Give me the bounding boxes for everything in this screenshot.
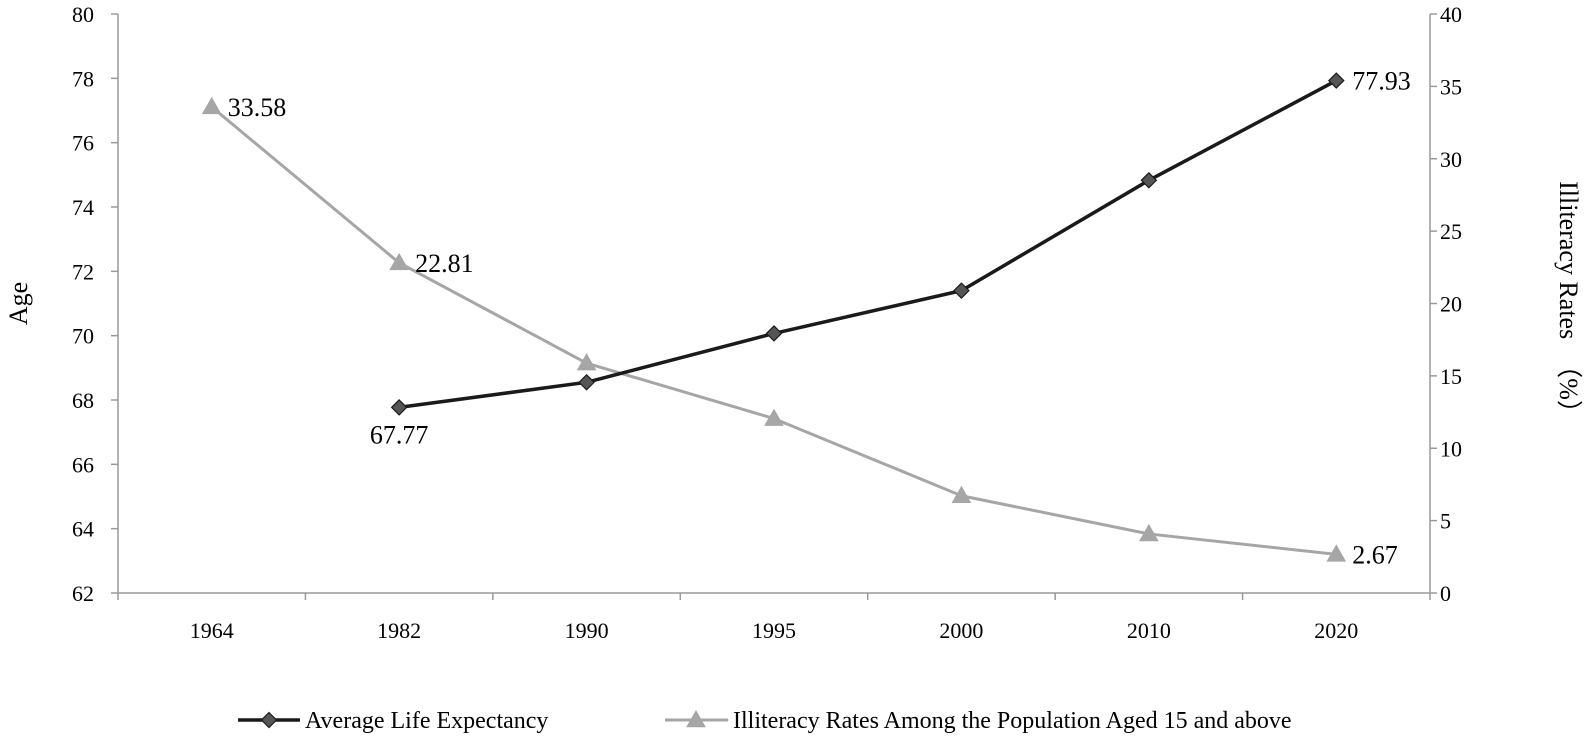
illiteracy-data-label: 22.81 [415, 249, 474, 278]
right-tick-label: 10 [1440, 436, 1462, 461]
left-tick-label: 62 [72, 581, 94, 606]
data-labels: 33.58 22.81 2.67 67.77 77.93 [228, 67, 1411, 570]
right-tick-label: 20 [1440, 292, 1462, 317]
x-tick-label: 1995 [752, 618, 796, 643]
life-expectancy-point [953, 282, 970, 299]
life-expectancy-point [578, 373, 595, 391]
x-tick-label: 1990 [565, 618, 609, 643]
left-tick-label: 78 [72, 66, 94, 91]
x-tick-label: 1982 [377, 618, 421, 643]
x-tick-label: 2000 [939, 618, 983, 643]
x-tick-label: 1964 [190, 618, 234, 643]
left-tick-label: 80 [72, 2, 94, 27]
axes: 62 64 66 68 70 72 74 76 78 80 0 5 10 15 20 25 30 35 40 1964… [4, 2, 1583, 643]
right-tick-label: 0 [1440, 581, 1451, 606]
left-tick-label: 74 [72, 195, 94, 220]
illiteracy-point [1326, 544, 1347, 562]
illiteracy-point [951, 485, 972, 503]
legend-illiteracy-marker [686, 709, 706, 728]
legend-illiteracy-label: Illiteracy Rates Among the Population Ag… [733, 708, 1292, 734]
illiteracy-point [389, 252, 410, 271]
series-group [201, 72, 1347, 562]
life-expectancy-point [1327, 72, 1345, 89]
illiteracy-point [576, 353, 597, 371]
life-expectancy-line [398, 79, 1338, 410]
left-tick-label: 66 [72, 452, 94, 477]
left-axis-title: Age [4, 282, 33, 325]
right-tick-label: 40 [1440, 2, 1462, 27]
x-tick-label: 2020 [1314, 618, 1358, 643]
legend: Average Life Expectancy Illiteracy Rates … [238, 708, 1292, 734]
left-tick-label: 72 [72, 259, 94, 284]
left-tick-label: 70 [72, 324, 94, 349]
right-tick-label: 30 [1440, 147, 1462, 172]
left-tick-label: 68 [72, 388, 94, 413]
illiteracy-point [1138, 523, 1159, 542]
life-expectancy-data-label: 77.93 [1352, 67, 1411, 96]
right-tick-label: 25 [1440, 219, 1462, 244]
illiteracy-point [764, 408, 784, 426]
illiteracy-point [201, 96, 222, 115]
life-expectancy-point [765, 325, 783, 342]
right-tick-label: 15 [1440, 364, 1462, 389]
life-expectancy-point [390, 399, 408, 416]
right-axis-title: Illiteracy Rates （%） [1554, 181, 1583, 426]
legend-life-expectancy-label: Average Life Expectancy [305, 708, 548, 734]
life-expectancy-point [1140, 171, 1158, 189]
illiteracy-data-label: 33.58 [228, 93, 287, 122]
illiteracy-data-label: 2.67 [1352, 540, 1398, 569]
legend-life-expectancy-marker [260, 711, 278, 729]
right-tick-label: 35 [1440, 74, 1462, 99]
life-expectancy-data-label: 67.77 [370, 420, 429, 449]
left-tick-label: 76 [72, 131, 94, 156]
right-tick-label: 5 [1440, 509, 1451, 534]
left-tick-label: 64 [72, 517, 94, 542]
x-tick-label: 2010 [1127, 618, 1171, 643]
